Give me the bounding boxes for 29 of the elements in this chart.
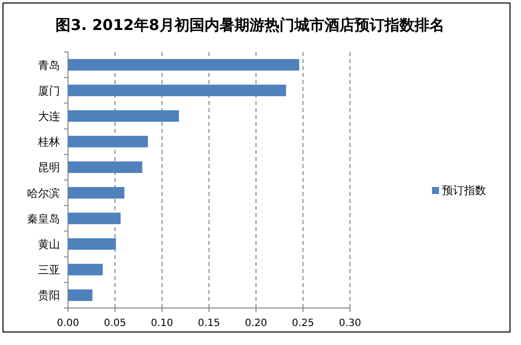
x-tick-label: 0.05 [104,318,126,329]
bar [68,110,179,122]
bar [68,238,116,250]
y-tick-label: 秦皇岛 [27,212,60,226]
bar [68,264,103,276]
y-tick-label: 三亚 [38,264,60,277]
y-tick-label: 贵阳 [38,289,60,302]
y-tick-label: 桂林 [37,136,60,149]
x-tick-label: 0.30 [338,318,362,329]
bar [68,161,142,173]
y-tick-label: 昆明 [38,161,60,174]
legend-label: 预订指数 [442,184,486,197]
bar [68,187,124,199]
bar [68,84,286,96]
bar [68,289,92,301]
x-tick-label: 0.00 [56,318,80,329]
x-tick-label: 0.10 [150,318,174,329]
y-tick-label: 大连 [38,110,60,123]
x-tick-label: 0.20 [244,318,268,329]
y-tick-label: 黄山 [38,238,60,251]
y-tick-label: 青岛 [38,58,60,72]
y-tick-label: 厦门 [38,84,60,98]
chart-title: 图3. 2012年8月初国内暑期游热门城市酒店预订指数排名 [56,16,444,34]
bar [68,212,121,224]
y-tick-label: 哈尔滨 [27,186,60,200]
x-tick-label: 0.15 [198,318,220,329]
bar [68,136,148,148]
bar [68,59,300,71]
x-tick-label: 0.25 [292,318,314,329]
